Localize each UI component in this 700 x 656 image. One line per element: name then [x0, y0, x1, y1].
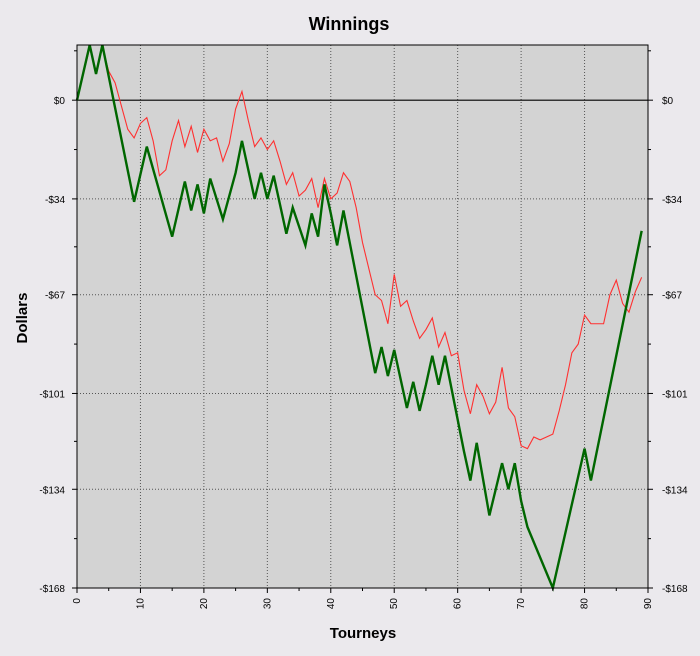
y-tick-label-right: -$67 — [662, 291, 682, 302]
x-axis: 0 10 20 30 40 50 60 70 80 90 — [72, 588, 654, 609]
x-tick-label: 60 — [453, 598, 464, 610]
y-tick-label: $0 — [54, 96, 66, 107]
x-tick-label: 70 — [516, 598, 527, 610]
plot-area — [77, 45, 648, 588]
y-tick-label: -$101 — [39, 389, 65, 400]
secondary-series-line — [76, 45, 643, 450]
y-tick-label: -$67 — [45, 291, 65, 302]
y-tick-label-right: -$134 — [662, 485, 688, 496]
right-y-axis: $0 -$34 -$67 -$101 -$134 -$168 — [648, 50, 688, 595]
y-tick-label: -$34 — [45, 195, 65, 206]
series-lines — [75, 44, 643, 592]
y-tick-label-right: -$168 — [662, 584, 688, 595]
x-tick-label: 20 — [199, 598, 210, 610]
x-tick-label: 80 — [580, 598, 591, 610]
x-axis-label: Tourneys — [330, 625, 396, 642]
left-y-axis: $0 -$34 -$67 -$101 -$134 -$168 — [39, 50, 77, 595]
y-tick-label-right: -$34 — [662, 195, 682, 206]
y-tick-label-right: $0 — [662, 96, 674, 107]
primary-series-line — [75, 44, 643, 592]
x-tick-label: 90 — [643, 598, 654, 610]
y-tick-label-right: -$101 — [662, 389, 688, 400]
grid-lines — [77, 45, 648, 588]
chart-title: Winnings — [309, 14, 390, 34]
y-tick-label: -$168 — [39, 584, 65, 595]
x-tick-label: 30 — [262, 598, 273, 610]
x-tick-label: 40 — [326, 598, 337, 610]
x-tick-label: 10 — [135, 598, 146, 610]
y-axis-label: Dollars — [14, 293, 31, 344]
y-tick-label: -$134 — [39, 485, 65, 496]
x-tick-label: 0 — [72, 598, 83, 604]
x-tick-label: 50 — [389, 598, 400, 610]
